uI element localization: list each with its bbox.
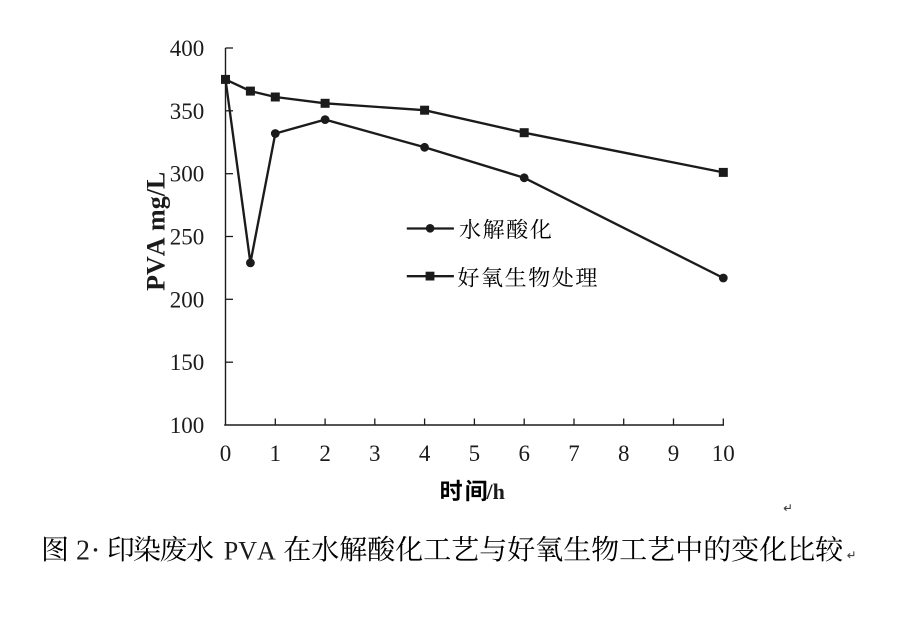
svg-text:100: 100 xyxy=(170,413,205,438)
svg-text:5: 5 xyxy=(469,441,481,466)
svg-text:2: 2 xyxy=(76,535,90,566)
svg-text:9: 9 xyxy=(668,441,680,466)
svg-text:3: 3 xyxy=(369,441,381,466)
svg-text:10: 10 xyxy=(712,441,735,466)
svg-text:150: 150 xyxy=(170,350,205,375)
svg-text:PVA: PVA xyxy=(224,536,276,565)
svg-text:PVA mg/L: PVA mg/L xyxy=(142,172,171,291)
svg-text:1: 1 xyxy=(270,441,282,466)
svg-text:2: 2 xyxy=(319,441,331,466)
svg-text:4: 4 xyxy=(419,441,431,466)
svg-text:300: 300 xyxy=(170,162,205,187)
svg-text:350: 350 xyxy=(170,99,205,124)
svg-text:200: 200 xyxy=(170,287,205,312)
svg-text:8: 8 xyxy=(618,441,630,466)
svg-text:/h: /h xyxy=(486,479,505,504)
svg-text:400: 400 xyxy=(170,36,205,61)
svg-text:6: 6 xyxy=(518,441,530,466)
svg-text:7: 7 xyxy=(568,441,580,466)
svg-text:250: 250 xyxy=(170,225,205,250)
svg-text:0: 0 xyxy=(220,441,232,466)
